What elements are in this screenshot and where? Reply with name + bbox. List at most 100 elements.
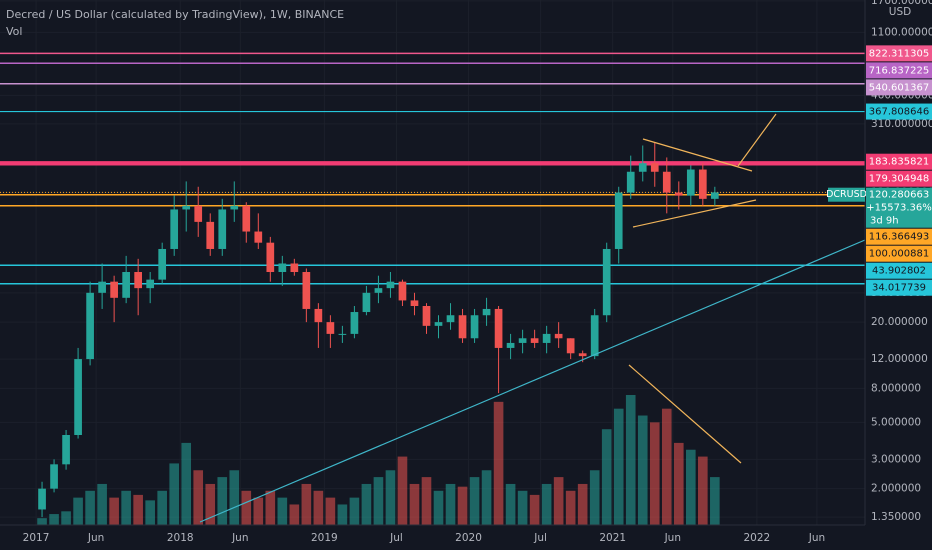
candle-body — [494, 308, 503, 348]
volume-bar — [61, 511, 71, 525]
candle-body — [350, 312, 359, 334]
candle-body — [614, 192, 623, 249]
breakout-arrow — [737, 113, 777, 167]
candle-body — [590, 315, 599, 357]
candle-body — [98, 281, 106, 293]
y-tick-label: 1.350000 — [871, 511, 921, 523]
candle-body — [122, 272, 130, 298]
candle-body — [170, 209, 179, 249]
trend-line — [199, 239, 866, 523]
candle-body — [698, 169, 707, 199]
x-tick-label: 2018 — [167, 532, 194, 544]
volume-bar — [625, 395, 636, 525]
volume-bar — [37, 518, 47, 525]
volume-bar — [313, 490, 324, 525]
candle-body — [554, 333, 563, 339]
volume-bar — [193, 470, 204, 525]
y-tick-label: 2.000000 — [871, 483, 921, 495]
volume-bar — [661, 408, 672, 525]
candle-body — [446, 315, 455, 323]
candle-body — [374, 288, 383, 293]
volume-bar — [349, 497, 360, 525]
volume-bar — [637, 415, 648, 525]
volume-bar — [169, 463, 180, 525]
level-label: 179.304948 — [869, 174, 929, 185]
volume-bar — [301, 483, 312, 525]
volume-bar — [433, 490, 444, 525]
volume-bar — [133, 494, 143, 525]
level-label: 116.366493 — [869, 232, 929, 243]
volume-bar — [685, 449, 696, 525]
level-label: 540.601367 — [869, 82, 929, 93]
candle-body — [506, 342, 515, 348]
volume-bar — [409, 483, 420, 525]
volume-bar — [577, 483, 588, 525]
level-label: 43.902802 — [872, 266, 926, 277]
candle-body — [338, 333, 347, 335]
candle-body — [158, 248, 167, 280]
candle-body — [422, 305, 431, 326]
candle-body — [266, 242, 275, 273]
candle-body — [326, 322, 335, 334]
symbol-box — [828, 187, 865, 202]
volume-bar — [445, 483, 456, 525]
y-tick-label: 3.000000 — [871, 453, 921, 465]
candle-body — [194, 205, 203, 222]
candle-body — [686, 169, 695, 196]
last-price-box — [866, 187, 932, 228]
candle-body — [134, 272, 143, 289]
candles — [38, 142, 719, 518]
y-tick-label: 8.000000 — [871, 382, 921, 394]
candle-body — [278, 263, 287, 273]
volume-bar — [589, 470, 600, 525]
level-label-box — [866, 170, 932, 187]
y-tick-label: 1100.000000 — [871, 26, 932, 38]
candle-body — [566, 338, 575, 354]
candle-body — [50, 464, 58, 489]
candle-body — [302, 272, 311, 309]
candle-body — [290, 263, 299, 273]
axes: 1.350000 2.000000 3.000000 5.000000 8.000000… — [23, 0, 932, 544]
levels — [0, 52, 865, 285]
volume-bar — [121, 490, 131, 525]
volume-bar — [710, 477, 720, 525]
level-label: 367.808646 — [869, 107, 929, 118]
change-label: +15573.36% — [866, 203, 932, 214]
volume-bar — [649, 422, 660, 525]
volume-bar — [373, 477, 384, 525]
y-tick-label: 5.000000 — [871, 416, 921, 428]
volume-bar — [469, 477, 480, 525]
level-label-box — [866, 262, 932, 279]
x-tick-label: 2019 — [311, 532, 338, 544]
volume-bar — [337, 504, 348, 525]
candle-body — [242, 205, 251, 232]
candle-body — [638, 163, 647, 172]
volume-bar — [241, 490, 252, 525]
candle-body — [38, 488, 46, 510]
volume-bar — [698, 456, 708, 525]
volume-bar — [613, 408, 624, 525]
candle-body — [470, 315, 479, 339]
x-tick-label: 2021 — [599, 532, 626, 544]
level-label-box — [866, 103, 932, 120]
volume-bar — [73, 497, 83, 525]
level-label-box — [866, 62, 932, 79]
candle-body — [482, 308, 491, 316]
volume-bar — [553, 477, 564, 525]
candle-body — [254, 231, 263, 243]
volume-bar — [229, 470, 240, 525]
time-axis — [0, 525, 932, 550]
volume-bar — [109, 497, 119, 525]
candle-body — [650, 163, 659, 172]
volume-bar — [97, 483, 107, 525]
level-label: 822.311305 — [869, 48, 929, 59]
candle-body — [146, 279, 155, 289]
chart-title: Decred / US Dollar (calculated by Tradin… — [6, 8, 344, 21]
volume-bar — [157, 490, 167, 525]
candle-body — [230, 205, 239, 210]
level-label: 183.835821 — [869, 157, 929, 168]
candle-body — [410, 300, 419, 306]
level-label-box — [866, 45, 932, 62]
volume-bar — [217, 477, 228, 525]
